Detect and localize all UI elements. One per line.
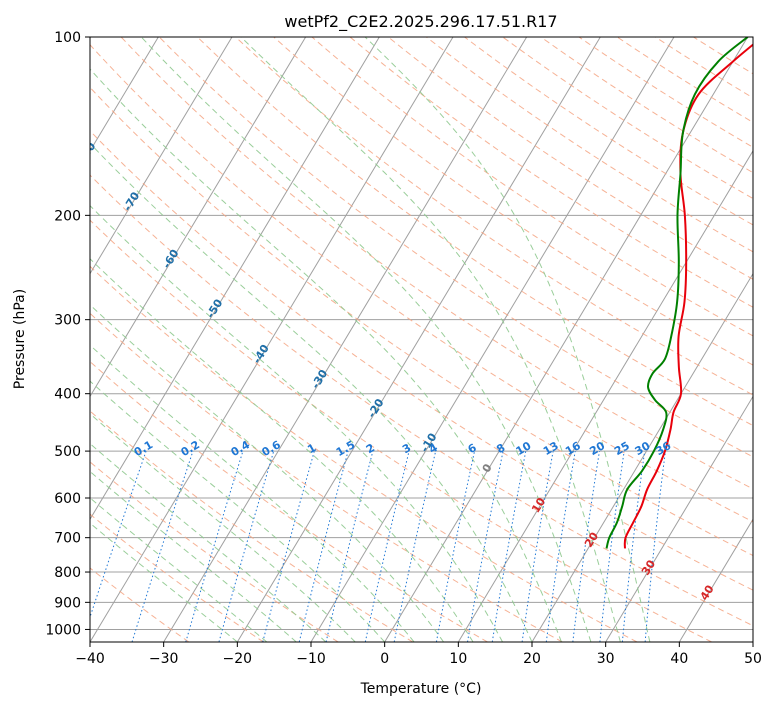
x-tick-label-30: 30 bbox=[597, 651, 615, 667]
x-tick-label--10: −10 bbox=[296, 651, 326, 667]
x-tick-label-0: 0 bbox=[380, 651, 389, 667]
moist-adiabat-lines bbox=[90, 37, 651, 642]
mixing-ratio-line bbox=[262, 450, 315, 642]
y-tick-label-200: 200 bbox=[54, 208, 81, 224]
y-tick-label-100: 100 bbox=[54, 30, 81, 46]
plot-frame bbox=[89, 36, 754, 643]
dry-adiabat bbox=[235, 37, 753, 396]
dry-adiabat bbox=[158, 37, 753, 458]
dry-adiabat bbox=[90, 513, 264, 642]
profile-series bbox=[605, 37, 753, 549]
dry-adiabat bbox=[120, 37, 753, 490]
x-tick-label--30: −30 bbox=[149, 651, 179, 667]
mixing-ratio-line bbox=[364, 450, 410, 642]
isotherm-line bbox=[236, 37, 601, 642]
dry-adiabat bbox=[90, 130, 753, 591]
isotherm-lines bbox=[0, 37, 753, 642]
moist-adiabat bbox=[90, 204, 503, 642]
mixing-ratio-line bbox=[393, 450, 437, 642]
dry-adiabat bbox=[90, 410, 414, 642]
x-tick-label--20: −20 bbox=[223, 651, 253, 667]
mixing-ratio-line bbox=[131, 450, 194, 642]
dry-adiabat bbox=[197, 37, 753, 427]
mixing-ratio-line bbox=[599, 451, 625, 642]
mixing-ratio-line bbox=[491, 451, 527, 642]
moist-adiabat bbox=[90, 470, 297, 642]
mixing-ratio-line bbox=[521, 451, 554, 642]
y-tick-label-400: 400 bbox=[54, 387, 81, 403]
moist-adiabat bbox=[90, 442, 327, 642]
moist-adiabat bbox=[140, 37, 592, 642]
mixing-ratio-line bbox=[218, 450, 275, 642]
dry-adiabat bbox=[311, 37, 753, 337]
isotherm-line bbox=[0, 37, 11, 642]
isotherm-line bbox=[605, 395, 753, 642]
dry-adiabat bbox=[90, 219, 712, 642]
x-tick-label-20: 20 bbox=[523, 651, 541, 667]
dry-adiabat bbox=[90, 174, 753, 627]
isotherm-line bbox=[384, 37, 749, 642]
pressure-gridlines bbox=[90, 37, 753, 630]
mixing-ratio-line bbox=[185, 450, 244, 642]
isotherm-line bbox=[90, 37, 454, 642]
plot-background bbox=[90, 37, 753, 642]
moist-adiabat bbox=[364, 37, 651, 642]
isotherm-line bbox=[678, 518, 753, 642]
chart-title: wetPf2_C2E2.2025.296.17.51.R17 bbox=[284, 12, 557, 32]
y-tick-label-900: 900 bbox=[54, 595, 81, 611]
y-tick-label-600: 600 bbox=[54, 491, 81, 507]
moist-adiabat bbox=[90, 142, 533, 642]
y-tick-label-800: 800 bbox=[54, 565, 81, 581]
isotherm-line bbox=[531, 272, 753, 642]
isotherm-line bbox=[310, 37, 675, 642]
dry-adiabat bbox=[90, 360, 488, 642]
dry-adiabat bbox=[349, 37, 753, 308]
dry-adiabat bbox=[90, 86, 753, 557]
moist-adiabat bbox=[90, 344, 415, 642]
mixing-ratio-line bbox=[298, 450, 349, 642]
mixing-ratio-line bbox=[90, 450, 147, 619]
dry-adiabat bbox=[90, 265, 638, 642]
x-axis-ticks: −40 −30 −20 −10 0 10 20 30 40 50 bbox=[75, 642, 762, 667]
moist-adiabat bbox=[240, 37, 621, 642]
x-tick-label-40: 40 bbox=[670, 651, 688, 667]
dry-adiabat-lines bbox=[90, 37, 753, 642]
dewpoint-line bbox=[605, 37, 749, 549]
moist-adiabat bbox=[90, 68, 562, 642]
isotherm-label: -100 bbox=[0, 44, 9, 75]
mixing-ratio-line bbox=[572, 451, 600, 642]
isotherm-line bbox=[90, 37, 159, 152]
mixing-ratio-line bbox=[325, 450, 374, 642]
y-tick-label-500: 500 bbox=[54, 444, 81, 460]
x-tick-label--40: −40 bbox=[75, 651, 105, 667]
y-axis-title: Pressure (hPa) bbox=[12, 289, 28, 389]
isotherm-line bbox=[457, 149, 753, 642]
mixing-ratio-line bbox=[545, 451, 576, 642]
isotherm-label: -80 bbox=[77, 140, 99, 164]
isotherm-line bbox=[90, 37, 233, 275]
y-tick-label-300: 300 bbox=[54, 313, 81, 329]
moist-adiabat bbox=[90, 413, 356, 642]
mixing-ratio-line bbox=[435, 450, 476, 642]
mixing-ratio-line bbox=[467, 451, 504, 642]
moist-adiabat bbox=[90, 304, 445, 642]
x-axis-title: Temperature (°C) bbox=[360, 681, 482, 697]
isotherm-line bbox=[90, 37, 307, 398]
y-tick-label-700: 700 bbox=[54, 531, 81, 547]
y-tick-label-1000: 1000 bbox=[45, 622, 81, 638]
isotherm-label: -90 bbox=[33, 91, 55, 115]
mixing-ratio-line bbox=[621, 451, 646, 642]
dry-adiabat bbox=[273, 37, 753, 366]
isotherm-line bbox=[90, 37, 380, 521]
isotherm-line bbox=[752, 641, 753, 642]
x-tick-label-10: 10 bbox=[449, 651, 467, 667]
moist-adiabat bbox=[90, 258, 474, 642]
x-tick-label-50: 50 bbox=[744, 651, 762, 667]
y-axis-ticks: 100 200 300 400 500 600 700 800 900 1000 bbox=[45, 30, 90, 638]
moist-adiabat bbox=[90, 380, 386, 642]
isotherm-line bbox=[163, 37, 528, 642]
dry-adiabat bbox=[90, 44, 753, 523]
mixing-ratio-lines bbox=[90, 450, 666, 642]
